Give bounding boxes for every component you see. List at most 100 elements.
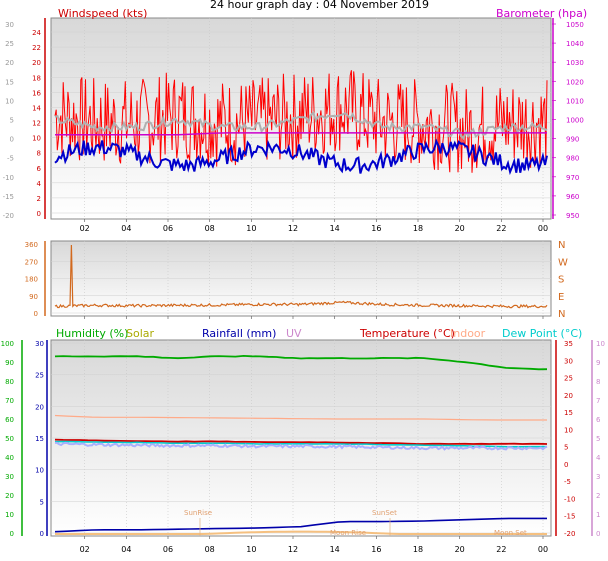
wind-tick-label: 18: [32, 74, 41, 82]
uv-tick-label: 4: [596, 454, 601, 462]
humidity-tick-label: 100: [1, 340, 14, 348]
barometer-tick-label: 1040: [566, 40, 584, 48]
humidity-tick-label: 60: [5, 416, 14, 424]
x-tick-label-top: 18: [413, 224, 423, 233]
moonrise-label: Moon Rise: [330, 529, 367, 537]
wind-tick-label: 8: [37, 150, 41, 158]
legend-dewpoint: Dew Point (°C): [502, 327, 583, 340]
temperature-tick-label: -10: [564, 495, 575, 503]
windspeed-series-line: [54, 70, 548, 173]
x-tick-label-bottom: 00: [538, 545, 548, 554]
wind-tick-label: 20: [32, 59, 41, 67]
direction-tick-label: 180: [25, 276, 38, 284]
direction-tick-label: 0: [34, 310, 38, 318]
dewpoint-series-line: [54, 440, 547, 448]
x-tick-label-bottom: 06: [163, 545, 173, 554]
barometer-tick-label: 1020: [566, 78, 584, 86]
x-tick-label-bottom: 10: [246, 545, 256, 554]
x-tick-label-bottom: 14: [330, 545, 340, 554]
wind-outer-tick-label: -15: [3, 193, 14, 201]
temperature-tick-label: 5: [564, 444, 568, 452]
temperature-tick-label: 10: [564, 426, 573, 434]
direction-tick-label: 270: [25, 258, 38, 266]
uv-tick-label: 3: [596, 473, 600, 481]
x-tick-label-bottom: 20: [455, 545, 465, 554]
wind-outer-tick-label: -10: [3, 174, 14, 182]
x-tick-label-top: 02: [80, 224, 90, 233]
uv-tick-label: 10: [596, 340, 605, 348]
uv-tick-label: 7: [596, 397, 600, 405]
x-tick-label-top: 20: [455, 224, 465, 233]
x-tick-label-top: 06: [163, 224, 173, 233]
humidity-tick-label: 10: [5, 511, 14, 519]
x-tick-label-top: 00: [538, 224, 548, 233]
wind-tick-label: 2: [37, 195, 41, 203]
humidity-tick-label: 20: [5, 492, 14, 500]
uv-tick-label: 1: [596, 511, 600, 519]
wind-tick-label: 0: [37, 210, 41, 218]
x-tick-label-bottom: 18: [413, 545, 423, 554]
temperature-tick-label: -15: [564, 513, 575, 521]
rainfall-tick-label: 5: [40, 498, 44, 506]
rainfall-tick-label: 30: [35, 340, 44, 348]
wind-outer-tick-label: -20: [3, 212, 14, 220]
humidity-tick-label: 70: [5, 397, 14, 405]
humidity-tick-label: 80: [5, 378, 14, 386]
x-tick-label-top: 12: [288, 224, 298, 233]
barometer-tick-label: 990: [566, 136, 579, 144]
uv-tick-label: 9: [596, 359, 600, 367]
x-tick-label-bottom: 02: [80, 545, 90, 554]
humidity-tick-label: 30: [5, 473, 14, 481]
wind-outer-tick-label: -5: [7, 155, 14, 163]
blue-series-line: [54, 138, 548, 176]
x-tick-label-bottom: 16: [371, 545, 381, 554]
uv-tick-label: 5: [596, 435, 600, 443]
legend-temperature: Temperature (°C): [360, 327, 455, 340]
uv-tick-label: 2: [596, 492, 600, 500]
x-tick-label-bottom: 08: [205, 545, 215, 554]
wind-tick-label: 12: [32, 120, 41, 128]
temperature-tick-label: 25: [564, 375, 573, 383]
x-tick-label-top: 16: [371, 224, 381, 233]
rainfall-tick-label: 15: [35, 435, 44, 443]
wind-outer-tick-label: 30: [5, 21, 14, 29]
wind-outer-tick-label: 10: [5, 97, 14, 105]
temperature-tick-label: -20: [564, 530, 575, 538]
rainfall-tick-label: 25: [35, 372, 44, 380]
barometer-tick-label: 950: [566, 212, 579, 220]
rainfall-tick-label: 20: [35, 403, 44, 411]
barometer-tick-label: 1050: [566, 21, 584, 29]
wind-average-series-line: [54, 111, 548, 141]
x-tick-label-top: 08: [205, 224, 215, 233]
temperature-tick-label: -5: [564, 478, 571, 486]
barometer-tick-label: 970: [566, 174, 579, 182]
humidity-tick-label: 0: [10, 530, 14, 538]
humidity-tick-label: 40: [5, 454, 14, 462]
windspeed-label: Windspeed (kts): [58, 7, 148, 20]
wind-tick-label: 22: [32, 44, 41, 52]
barometer-label: Barometer (hpa): [496, 7, 588, 20]
humidity-tick-label: 90: [5, 359, 14, 367]
compass-tick-label: W: [558, 257, 568, 268]
barometer-tick-label: 980: [566, 155, 579, 163]
temperature-tick-label: 15: [564, 409, 573, 417]
compass-tick-label: E: [558, 292, 564, 303]
uv-tick-label: 0: [596, 530, 600, 538]
solar-series-line: [55, 530, 547, 535]
indoor-series-line: [54, 414, 547, 421]
x-tick-label-top: 22: [496, 224, 506, 233]
wind-tick-label: 24: [32, 29, 41, 37]
temperature-tick-label: 35: [564, 340, 573, 348]
legend-humidity: Humidity (%): [56, 327, 129, 340]
moonset-label: Moon Set: [494, 529, 527, 537]
wind-tick-label: 4: [37, 180, 42, 188]
humidity-tick-label: 50: [5, 435, 14, 443]
x-tick-label-bottom: 12: [288, 545, 298, 554]
wind-outer-tick-label: 0: [10, 136, 14, 144]
legend-uv: UV: [286, 327, 302, 340]
legend-rainfall: Rainfall (mm): [202, 327, 277, 340]
rainfall-series-line: [54, 517, 547, 533]
barometer-series-line: [55, 132, 547, 136]
barometer-tick-label: 1010: [566, 97, 584, 105]
